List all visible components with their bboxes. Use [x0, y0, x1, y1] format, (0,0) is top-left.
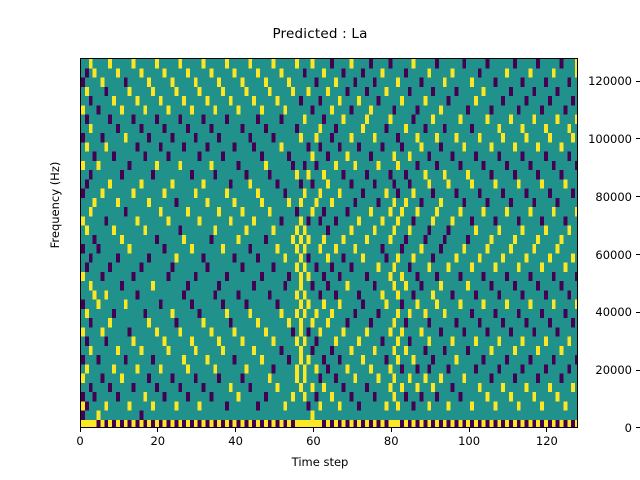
x-tick-mark	[312, 428, 315, 432]
y-tick: 80000	[560, 190, 640, 204]
x-tick-label: 80	[383, 434, 399, 448]
y-tick: 20000	[560, 363, 640, 377]
y-tick: 120000	[560, 74, 640, 88]
y-tick-label: 0	[624, 421, 632, 435]
y-tick-label: 60000	[595, 247, 632, 262]
y-tick-mark	[636, 369, 640, 371]
y-tick-mark	[636, 196, 640, 198]
y-tick-label: 20000	[595, 363, 632, 378]
x-tick-mark	[390, 428, 392, 432]
heatmap-axes	[80, 58, 578, 428]
y-tick-mark	[636, 138, 640, 140]
x-tick-label: 0	[76, 434, 84, 448]
y-tick-mark	[636, 427, 640, 429]
page-title: Predicted : La	[272, 26, 368, 42]
x-tick-mark	[546, 428, 548, 432]
x-tick-mark	[79, 428, 81, 432]
x-axis-label: Time step	[291, 455, 349, 469]
x-tick-label: 60	[306, 434, 321, 448]
y-tick-label: 80000	[595, 189, 632, 204]
y-tick: 60000	[560, 248, 640, 262]
y-axis-label: Frequency (Hz)	[48, 161, 62, 249]
y-tick-label: 120000	[588, 74, 632, 89]
y-tick-mark	[636, 253, 640, 256]
x-tick-label: 20	[150, 434, 166, 448]
y-tick-mark	[636, 80, 640, 82]
x-tick-label: 40	[228, 434, 243, 448]
y-tick-label: 100000	[588, 131, 632, 146]
x-tick-mark	[235, 428, 237, 432]
y-tick: 100000	[560, 132, 640, 146]
x-tick-label: 120	[535, 434, 558, 448]
heatmap-image	[81, 59, 577, 427]
x-tick-mark	[468, 428, 470, 432]
y-tick-label: 40000	[595, 305, 632, 320]
y-tick: 40000	[560, 305, 640, 319]
y-tick-mark	[636, 311, 640, 313]
x-tick-mark	[157, 428, 159, 432]
x-tick-label: 100	[458, 434, 481, 448]
y-tick: 0	[560, 421, 640, 435]
